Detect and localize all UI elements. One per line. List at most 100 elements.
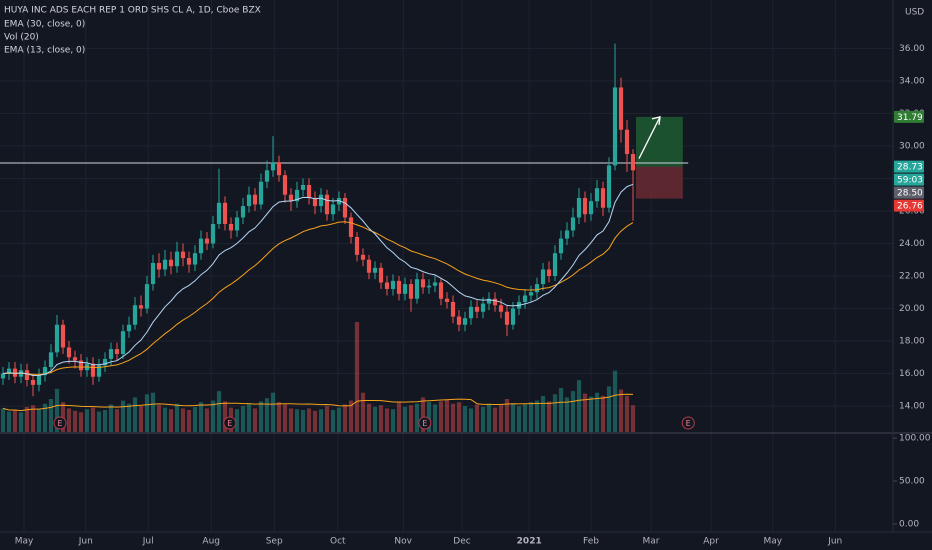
ema-line [2,221,634,375]
volume-bar [546,401,552,432]
candle-body [522,295,528,302]
price-tag [894,160,924,173]
candle-body [606,165,612,208]
volume-bar [336,407,342,432]
x-tick-label: Feb [583,537,599,547]
candle-body [480,303,486,312]
candle-body [546,269,552,276]
candle-body [222,202,228,224]
volume-bar [198,402,204,432]
candle-body [456,316,462,325]
candle-body [6,368,12,374]
candle-body [402,284,408,294]
volume-bar [138,406,144,432]
candle-body [120,331,126,354]
y-tick-label: 30.00 [899,141,925,151]
candle-body [612,87,618,166]
y-tick-label: 36.00 [899,44,925,54]
candle-body [432,282,438,286]
candle-body [396,280,402,294]
volume-bar [624,395,630,432]
volume-bar [540,395,546,432]
candle-body [288,194,294,202]
volume-bar [108,404,114,432]
candle-body [510,308,516,325]
candle-body [540,269,546,285]
volume-bar [594,392,600,432]
volume-bar [378,405,384,432]
volume-bar [576,380,582,432]
candle-body [36,375,42,385]
volume-bar [474,404,480,432]
volume-bar [114,409,120,432]
y-tick-label: 16.00 [899,369,925,379]
candle-body [594,188,600,202]
volume-bar [18,412,24,432]
volume-bar [282,404,288,432]
candle-body [156,262,162,270]
candle-body [192,253,198,265]
candle-body [54,324,60,353]
volume-bar [24,406,30,432]
volume-bar [204,408,210,432]
candle-body [318,194,324,207]
candle-body [312,197,318,207]
candle-body [354,236,360,255]
candle-body [408,284,414,299]
position-layer [0,116,689,199]
target-zone [636,116,683,167]
volume-bar [330,410,336,432]
price-tag-label: 59:03 [897,176,923,186]
volume-bar [102,410,108,432]
volume-bar [450,403,456,432]
volume-bar [630,405,636,432]
candle-body [186,258,192,265]
volume-bar [96,411,102,432]
volume-bar [468,408,474,432]
legend-ema-30: EMA (30, close, 0) [4,20,85,30]
x-tick-label: Jun [827,537,842,547]
volume-bar [156,405,162,432]
volume-bar [324,406,330,432]
x-tick-label: Sep [266,537,283,547]
candle-body [240,206,246,218]
candle-body [96,365,102,377]
candle-body [414,279,420,299]
x-tick-label: May [764,537,783,547]
volume-bar [276,402,282,432]
volume-bar [504,399,510,432]
candle-body [300,184,306,190]
legend-ema-13: EMA (13, close, 0) [4,46,85,56]
stop-zone [636,166,683,199]
candle-body [198,238,204,254]
candle-body [588,201,594,215]
price-tag [894,110,924,123]
volume-bar [180,408,186,432]
price-tag-label: 26.76 [897,202,923,212]
volume-bar [288,408,294,432]
candle-body [564,230,570,239]
volume-bar [78,412,84,432]
volume-bar [384,408,390,432]
volume-bar [396,402,402,432]
indicator-layer [2,115,661,412]
volume-bar [522,404,528,432]
y-tick-label: 20.00 [899,304,925,314]
x-tick-label: Jul [142,537,154,547]
candle-body [48,352,54,367]
volume-bar [480,406,486,432]
price-tag [894,186,924,199]
candle-body [264,170,270,182]
candle-body [228,223,234,231]
volume-bar [408,405,414,432]
volume-bar [144,394,150,432]
volume-bar [240,406,246,432]
candle-body [528,292,534,296]
candle-body [210,223,216,244]
candle-body [630,154,636,171]
volume-bar [234,409,240,432]
y-tick-label: 34.00 [899,76,925,86]
candle-body [558,238,564,254]
candle-body [30,379,36,385]
